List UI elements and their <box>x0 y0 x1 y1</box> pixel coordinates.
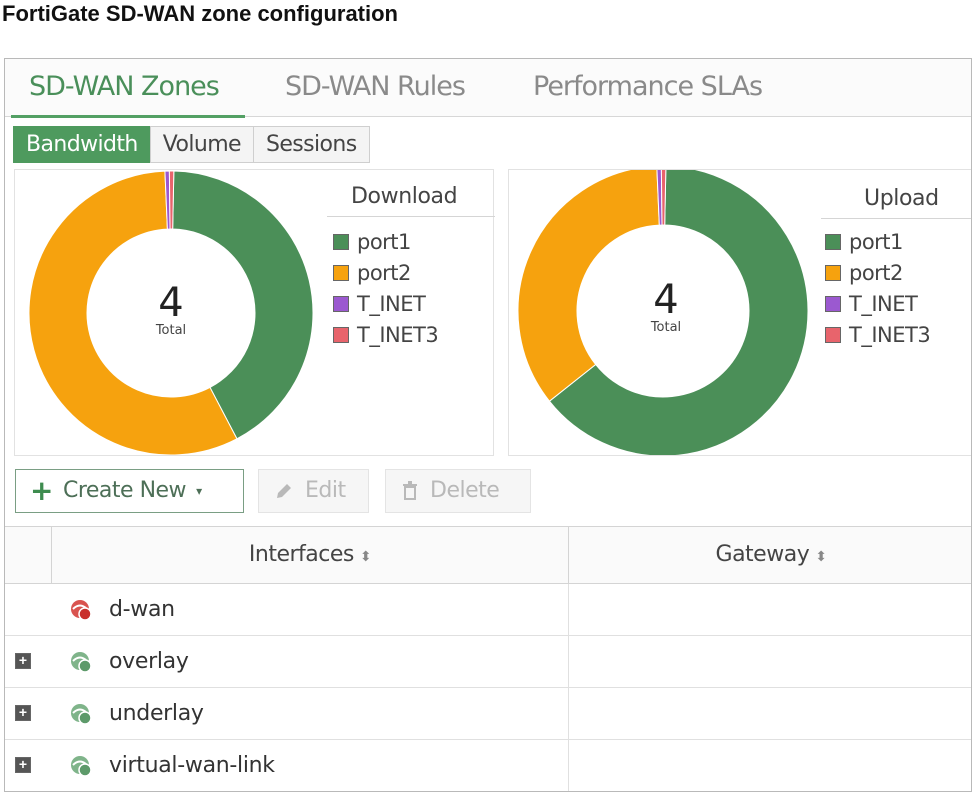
download-legend-title: Download <box>351 184 458 209</box>
create-new-button[interactable]: + Create New ▾ <box>15 469 244 513</box>
download-legend-item[interactable]: T_INET <box>333 288 438 319</box>
tab-bar: SD-WAN Zones SD-WAN Rules Performance SL… <box>5 59 971 118</box>
table-row[interactable]: + overlay <box>5 636 971 688</box>
legend-swatch <box>825 295 841 312</box>
upload-legend-title: Upload <box>864 186 939 211</box>
download-donut-chart <box>28 170 314 455</box>
view-toggle: Bandwidth Volume Sessions <box>13 126 370 163</box>
download-slice-port2[interactable] <box>28 170 238 455</box>
download-chart-panel: 4 Total Download port1 port2 T_INET T_INET3 <box>14 169 495 456</box>
upload-legend-item[interactable]: T_INET <box>825 288 930 319</box>
pencil-icon <box>277 484 291 498</box>
table-header: Interfaces ⬍ Gateway ⬍ <box>5 526 971 584</box>
legend-swatch <box>333 233 349 250</box>
zone-warning-icon <box>71 600 92 621</box>
legend-label: port1 <box>849 229 903 254</box>
toggle-volume[interactable]: Volume <box>149 126 254 163</box>
upload-legend-divider <box>821 218 971 219</box>
table-row[interactable]: + virtual-wan-link <box>5 740 971 791</box>
sort-icon: ⬍ <box>359 549 372 565</box>
download-total: 4 Total <box>131 283 211 338</box>
expand-icon[interactable]: + <box>15 705 31 721</box>
sdwan-panel: SD-WAN Zones SD-WAN Rules Performance SL… <box>4 58 972 792</box>
table-body: d-wan + overlay + underlay + virtual-wan-link <box>5 584 971 791</box>
expand-icon[interactable]: + <box>15 653 31 669</box>
legend-swatch <box>333 295 349 312</box>
page-title: FortiGate SD-WAN zone configuration <box>2 1 398 26</box>
upload-legend-item[interactable]: port2 <box>825 257 930 288</box>
edit-label: Edit <box>305 478 346 503</box>
upload-total-value: 4 <box>653 277 679 323</box>
gateway-cell <box>568 740 971 791</box>
table-row[interactable]: + underlay <box>5 688 971 740</box>
legend-label: port2 <box>849 260 903 285</box>
legend-label: T_INET3 <box>849 322 931 347</box>
legend-label: port1 <box>357 229 411 254</box>
upload-donut-chart <box>517 170 809 455</box>
download-slice-port1[interactable] <box>172 170 314 440</box>
zone-icon <box>71 704 92 725</box>
tab-sdwan-zones[interactable]: SD-WAN Zones <box>11 69 245 118</box>
download-legend-item[interactable]: T_INET3 <box>333 319 439 350</box>
legend-label: T_INET <box>849 291 918 316</box>
create-new-label: Create New <box>62 478 187 503</box>
upload-slice-t-inet3[interactable] <box>660 170 667 226</box>
download-legend: port1 port2 T_INET T_INET3 <box>333 226 439 350</box>
gateway-cell <box>568 584 971 635</box>
download-legend-item[interactable]: port1 <box>333 226 438 257</box>
interface-name: virtual-wan-link <box>109 753 275 778</box>
table-row[interactable]: d-wan <box>5 584 971 636</box>
legend-swatch <box>333 326 349 343</box>
upload-slice-port2[interactable] <box>517 170 660 402</box>
upload-total: 4 Total <box>626 280 706 335</box>
legend-label: port2 <box>357 260 411 285</box>
legend-label: T_INET <box>357 291 426 316</box>
upload-total-label: Total <box>650 320 682 335</box>
upload-legend-item[interactable]: port1 <box>825 226 930 257</box>
zone-icon <box>71 756 92 777</box>
download-legend-divider <box>327 216 495 217</box>
gateway-cell <box>568 636 971 687</box>
legend-swatch <box>825 233 841 250</box>
download-total-value: 4 <box>158 280 184 326</box>
download-legend-item[interactable]: port2 <box>333 257 438 288</box>
toggle-sessions[interactable]: Sessions <box>252 126 370 163</box>
tab-sdwan-rules[interactable]: SD-WAN Rules <box>285 71 466 102</box>
plus-icon: + <box>30 474 53 507</box>
column-interfaces[interactable]: Interfaces ⬍ <box>51 527 568 583</box>
column-gateway[interactable]: Gateway ⬍ <box>568 527 971 583</box>
upload-chart-panel: 4 Total Upload port1 port2 T_INET T_INET3 <box>508 169 971 456</box>
upload-slice-port1[interactable] <box>548 170 809 455</box>
download-total-label: Total <box>155 323 187 338</box>
upload-legend-item[interactable]: T_INET3 <box>825 319 931 350</box>
zones-table: Interfaces ⬍ Gateway ⬍ d-wan + overlay + under… <box>5 526 971 791</box>
interface-name: overlay <box>109 649 189 674</box>
legend-label: T_INET3 <box>357 322 439 347</box>
caret-down-icon: ▾ <box>196 484 202 498</box>
gateway-cell <box>568 688 971 739</box>
tab-performance-slas[interactable]: Performance SLAs <box>533 71 763 102</box>
toggle-bandwidth[interactable]: Bandwidth <box>13 126 151 163</box>
upload-legend: port1 port2 T_INET T_INET3 <box>825 226 931 350</box>
legend-swatch <box>825 264 841 281</box>
column-interfaces-label: Interfaces <box>248 542 354 567</box>
sort-icon: ⬍ <box>815 549 827 565</box>
edit-button[interactable]: Edit <box>258 469 369 513</box>
expand-icon[interactable]: + <box>15 757 31 773</box>
interface-name: d-wan <box>109 597 175 622</box>
trash-icon <box>403 481 417 500</box>
download-slice-t-inet3[interactable] <box>168 170 175 230</box>
legend-swatch <box>333 264 349 281</box>
zone-icon <box>71 652 92 673</box>
column-gateway-label: Gateway <box>715 542 810 567</box>
interface-name: underlay <box>109 701 204 726</box>
legend-swatch <box>825 326 841 343</box>
delete-label: Delete <box>430 478 500 503</box>
delete-button[interactable]: Delete <box>385 469 531 513</box>
